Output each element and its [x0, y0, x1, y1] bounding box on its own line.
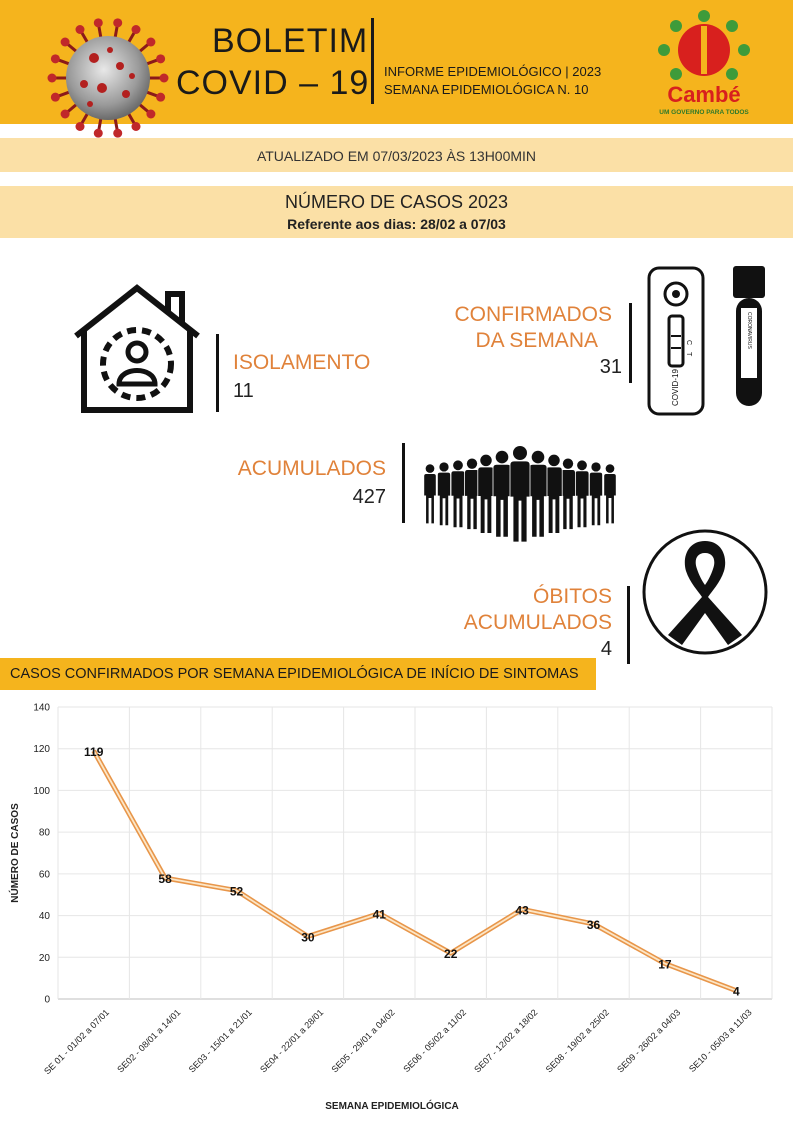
y-tick-label: 20 — [39, 953, 51, 964]
updated-timestamp: ATUALIZADO EM 07/03/2023 ÀS 13H00MIN — [256, 148, 537, 164]
isolamento-value: 11 — [233, 380, 254, 402]
data-label: 22 — [444, 947, 458, 961]
report-info-line1: INFORME EPIDEMIOLÓGICO | 2023 — [384, 64, 602, 79]
cases-line-chart: 0 20 40 60 80 100 120 140 SE 01 - 01/02 a 07/01… — [8, 703, 773, 1112]
x-tick-label: SE06 - 05/02 a 11/02 — [401, 1007, 468, 1074]
cases-period: Referente aos dias: 28/02 a 07/03 — [287, 216, 506, 232]
obitos-label-line2: ACUMULADOS — [463, 611, 612, 634]
x-tick-label: SE02 - 08/01 a 14/01 — [115, 1007, 182, 1074]
x-tick-label: SE10 - 05/03 a 11/03 — [687, 1007, 754, 1074]
mourning-ribbon-icon — [642, 529, 768, 655]
x-axis-label: SEMANA EPIDEMIOLÓGICA — [325, 1099, 459, 1112]
y-axis-label: NÚMERO DE CASOS — [8, 803, 21, 903]
acumulados-value: 427 — [352, 486, 386, 508]
x-tick-label: SE08 - 19/02 a 25/02 — [544, 1007, 611, 1074]
confirmados-label-line1: CONFIRMADOS — [454, 303, 613, 326]
data-label: 119 — [84, 745, 104, 759]
logo-tagline: UM GOVERNO PARA TODOS — [659, 109, 749, 116]
cases-band — [0, 186, 793, 238]
coronavirus-icon — [47, 18, 169, 138]
obitos-divider — [627, 586, 630, 664]
cambe-logo: Cambé UM GOVERNO PARA TODOS — [658, 10, 750, 116]
y-tick-label: 120 — [33, 744, 50, 755]
acumulados-divider — [402, 443, 405, 523]
obitos-value: 4 — [600, 638, 612, 660]
x-tick-label: SE09 - 26/02 a 04/03 — [615, 1007, 682, 1074]
confirmados-label: CONFIRMADOS DA SEMANA — [430, 302, 613, 354]
updated-band — [0, 138, 793, 172]
blood-tube-icon: CORONAVIRUS — [733, 266, 765, 406]
obitos-label: ÓBITOS ACUMULADOS — [430, 584, 612, 636]
tube-label: CORONAVIRUS — [746, 312, 752, 350]
y-tick-label: 80 — [39, 828, 51, 839]
report-info-line2: SEMANA EPIDEMIOLÓGICA N. 10 — [384, 82, 589, 97]
y-tick-label: 140 — [33, 703, 50, 714]
test-kit-t-label: T — [685, 352, 692, 357]
bulletin-title-line1: BOLETIM — [212, 22, 369, 60]
test-kit-brand: COVID-19 — [671, 369, 680, 406]
data-label: 52 — [230, 885, 244, 899]
confirmados-value: 31 — [599, 356, 622, 378]
x-tick-label: SE07 - 12/02 a 18/02 — [472, 1007, 539, 1074]
y-tick-label: 60 — [39, 869, 51, 880]
y-tick-label: 0 — [44, 995, 50, 1006]
covid-test-icon: C T COVID-19 — [647, 266, 705, 416]
data-label: 58 — [158, 872, 172, 886]
x-tick-label: SE 01 - 01/02 a 07/01 — [42, 1007, 111, 1076]
cases-title: NÚMERO DE CASOS 2023 — [284, 192, 509, 212]
bulletin-title-line2: COVID – 19 — [176, 64, 370, 102]
isolamento-divider — [216, 334, 219, 412]
obitos-label-line1: ÓBITOS — [533, 585, 612, 608]
x-tick-label: SE05 - 29/01 a 04/02 — [329, 1007, 396, 1074]
crowd-icon — [423, 446, 617, 542]
confirmados-divider — [629, 303, 632, 383]
house-isolation-icon — [74, 284, 200, 413]
logo-wordmark: Cambé — [667, 82, 740, 107]
x-tick-label: SE04 - 22/01 a 28/01 — [258, 1007, 325, 1074]
isolamento-label: ISOLAMENTO — [233, 351, 371, 374]
header-divider — [371, 18, 374, 104]
data-label: 17 — [658, 958, 672, 972]
y-tick-label: 100 — [33, 786, 50, 797]
data-label: 43 — [515, 903, 529, 917]
chart-banner — [0, 658, 596, 690]
data-label: 30 — [301, 930, 315, 944]
chart-banner-title: CASOS CONFIRMADOS POR SEMANA EPIDEMIOLÓG… — [10, 666, 579, 682]
test-kit-c-label: C — [685, 340, 692, 345]
data-label: 41 — [373, 907, 387, 921]
data-label: 36 — [587, 918, 601, 932]
confirmados-label-line2: DA SEMANA — [475, 329, 598, 352]
acumulados-label: ACUMULADOS — [237, 457, 386, 480]
series-line-highlight — [92, 750, 737, 992]
y-tick-label: 40 — [39, 911, 51, 922]
data-label: 4 — [733, 985, 740, 999]
x-tick-label: SE03 - 15/01 a 21/01 — [187, 1007, 254, 1074]
